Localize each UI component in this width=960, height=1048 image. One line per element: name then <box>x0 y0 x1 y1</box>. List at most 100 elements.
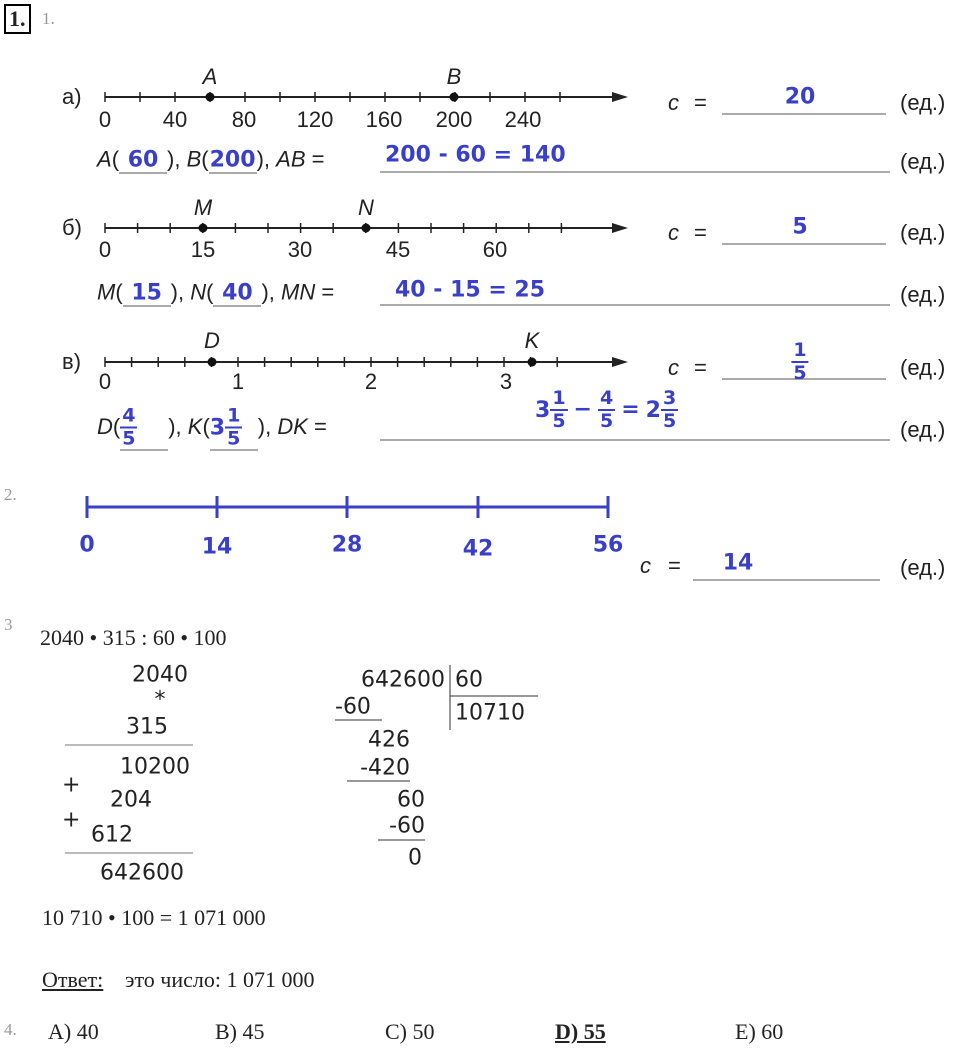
equals: = <box>315 279 335 305</box>
tick-label: 2 <box>364 369 378 394</box>
denominator: 5 <box>122 427 136 450</box>
denominator: 5 <box>552 410 566 432</box>
unit: (ед.) <box>900 417 946 442</box>
coordinate: 15 <box>122 281 171 307</box>
task-number: 3 <box>4 615 13 634</box>
numerator: 4 <box>597 387 616 411</box>
punct: ( <box>206 279 214 305</box>
coordinate: 40 <box>213 281 262 307</box>
column-line: 612 <box>91 822 133 848</box>
point-label: D <box>204 328 220 353</box>
line-shape <box>198 223 208 233</box>
tick-label: 0 <box>98 369 112 394</box>
column-line: 2040 <box>132 662 188 688</box>
point-label: N <box>358 195 374 220</box>
punct: ), <box>256 146 277 172</box>
point-name: K <box>187 413 203 439</box>
tick-label: 1 <box>231 369 245 394</box>
column-line: + <box>62 807 81 833</box>
point-label: A <box>202 64 218 89</box>
point-name: A <box>97 146 112 172</box>
line-shape <box>612 357 628 367</box>
division-line: 426 <box>368 727 410 753</box>
numerator: 1 <box>791 339 809 363</box>
point-name: D <box>97 413 113 439</box>
equals: = <box>668 553 681 578</box>
division-line: 60 <box>455 667 483 693</box>
part-letter: а) <box>62 84 82 109</box>
c-label: c <box>668 220 679 245</box>
equals: = <box>305 146 325 172</box>
line-shape <box>527 357 537 367</box>
division-line: -420 <box>360 755 410 781</box>
tick-label: 80 <box>231 107 257 132</box>
segment-name: AB <box>276 146 306 172</box>
column-line: 204 <box>110 787 152 813</box>
task-number: 4. <box>4 1020 17 1039</box>
answer-part: = <box>621 397 640 422</box>
tick-label: 0 <box>79 532 95 558</box>
punct: ), <box>257 413 278 439</box>
line-shape <box>361 223 371 233</box>
coordinates-row: A(60), B(200), AB = <box>97 147 324 174</box>
tick-label: 160 <box>365 107 403 132</box>
answer-label: Ответ: <box>42 967 104 992</box>
c-label: c <box>668 90 679 115</box>
task-badge: 1. <box>4 4 31 34</box>
tick-label: 42 <box>462 536 494 562</box>
point-label: B <box>446 64 462 89</box>
unit: (ед.) <box>900 149 946 174</box>
c-label: c <box>668 355 679 380</box>
numerator: 3 <box>660 387 679 411</box>
result: 10 710 • 100 = 1 071 000 <box>42 905 266 930</box>
tick-label: 240 <box>504 107 542 132</box>
answer-part: − <box>573 397 592 422</box>
unit: (ед.) <box>900 355 946 380</box>
tick-label: 14 <box>201 534 233 560</box>
tick-label: 30 <box>287 237 313 262</box>
equals: = <box>694 220 707 245</box>
denominator: 5 <box>793 362 807 384</box>
column-line: + <box>62 772 81 798</box>
option: A) 40 <box>48 1019 99 1044</box>
tick-label: 200 <box>435 107 473 132</box>
denominator: 5 <box>599 410 614 432</box>
punct: ( <box>201 146 209 172</box>
tick-label: 0 <box>98 237 112 262</box>
coordinate: 60 <box>119 148 168 174</box>
line-shape <box>612 223 628 233</box>
option: C) 50 <box>385 1019 435 1044</box>
column-line: 315 <box>126 714 168 740</box>
c-value: 14 <box>722 550 754 576</box>
line-shape <box>207 357 217 367</box>
point-name: M <box>97 279 116 305</box>
segment-name: DK <box>277 413 308 439</box>
coordinate: 200 <box>208 147 257 174</box>
equals: = <box>694 90 707 115</box>
denominator: 5 <box>662 410 677 432</box>
answer: 40 - 15 = 25 <box>395 277 546 303</box>
tick-label: 120 <box>296 107 334 132</box>
division-line: 642600 <box>361 667 445 693</box>
line-shape <box>612 92 628 102</box>
tick-label: 3 <box>499 369 513 394</box>
punct: ), <box>168 413 188 439</box>
punct: ( <box>202 413 210 439</box>
punct: ), <box>261 279 281 305</box>
unit: (ед.) <box>900 555 946 580</box>
tick-label: 28 <box>331 532 363 558</box>
equals: = <box>694 355 707 380</box>
tick-label: 60 <box>482 237 508 262</box>
c-value: 5 <box>792 214 808 240</box>
